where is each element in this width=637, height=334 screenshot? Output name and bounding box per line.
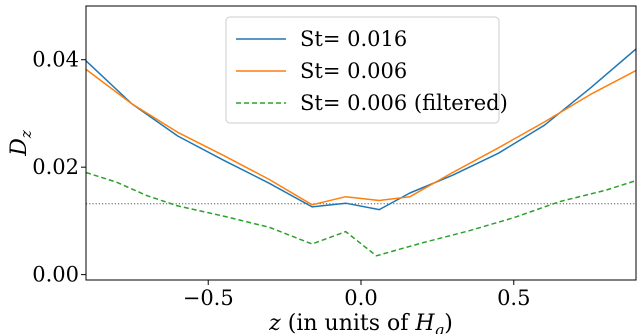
x-axis-label-sym: H: [414, 311, 435, 334]
series-line-st-0-006: [85, 68, 637, 206]
x-axis-label-sub: g: [435, 321, 445, 334]
legend-label-st-0-016: St= 0.016: [300, 27, 407, 51]
series-layer: [85, 48, 637, 257]
legend-entries: St= 0.016 St= 0.006 St= 0.006 (filtered): [236, 27, 508, 115]
series-line-st-0-016: [85, 48, 637, 211]
y-tick-label: 0.00: [32, 263, 79, 287]
y-axis-label: Dz: [7, 130, 35, 157]
legend-label-st-0-006: St= 0.006: [300, 59, 407, 83]
x-axis-label-var: z: [268, 311, 281, 334]
y-tick-label: 0.04: [32, 48, 79, 72]
x-axis-label-close: ): [444, 311, 453, 334]
legend-label-st-0-006-filtered: St= 0.006 (filtered): [300, 91, 508, 115]
x-tick-label: 0.0: [344, 286, 377, 310]
x-axis-label-text: (in units of: [281, 311, 416, 334]
x-axis-label: z (in units of Hg): [268, 311, 453, 334]
y-axis-label-sub: z: [17, 130, 35, 139]
legend-box: [225, 16, 500, 124]
x-tick-label: 0.5: [497, 286, 530, 310]
legend: St= 0.016 St= 0.006 St= 0.006 (filtered): [225, 16, 508, 124]
y-axis-label-sym: D: [7, 138, 32, 157]
y-tick-label: 0.02: [32, 155, 79, 179]
series-line-st-0-006-filtered: [85, 171, 637, 257]
tick-layer: −0.5 0.0 0.5 0.00 0.02 0.04: [32, 48, 530, 310]
x-tick-label: −0.5: [183, 286, 234, 310]
